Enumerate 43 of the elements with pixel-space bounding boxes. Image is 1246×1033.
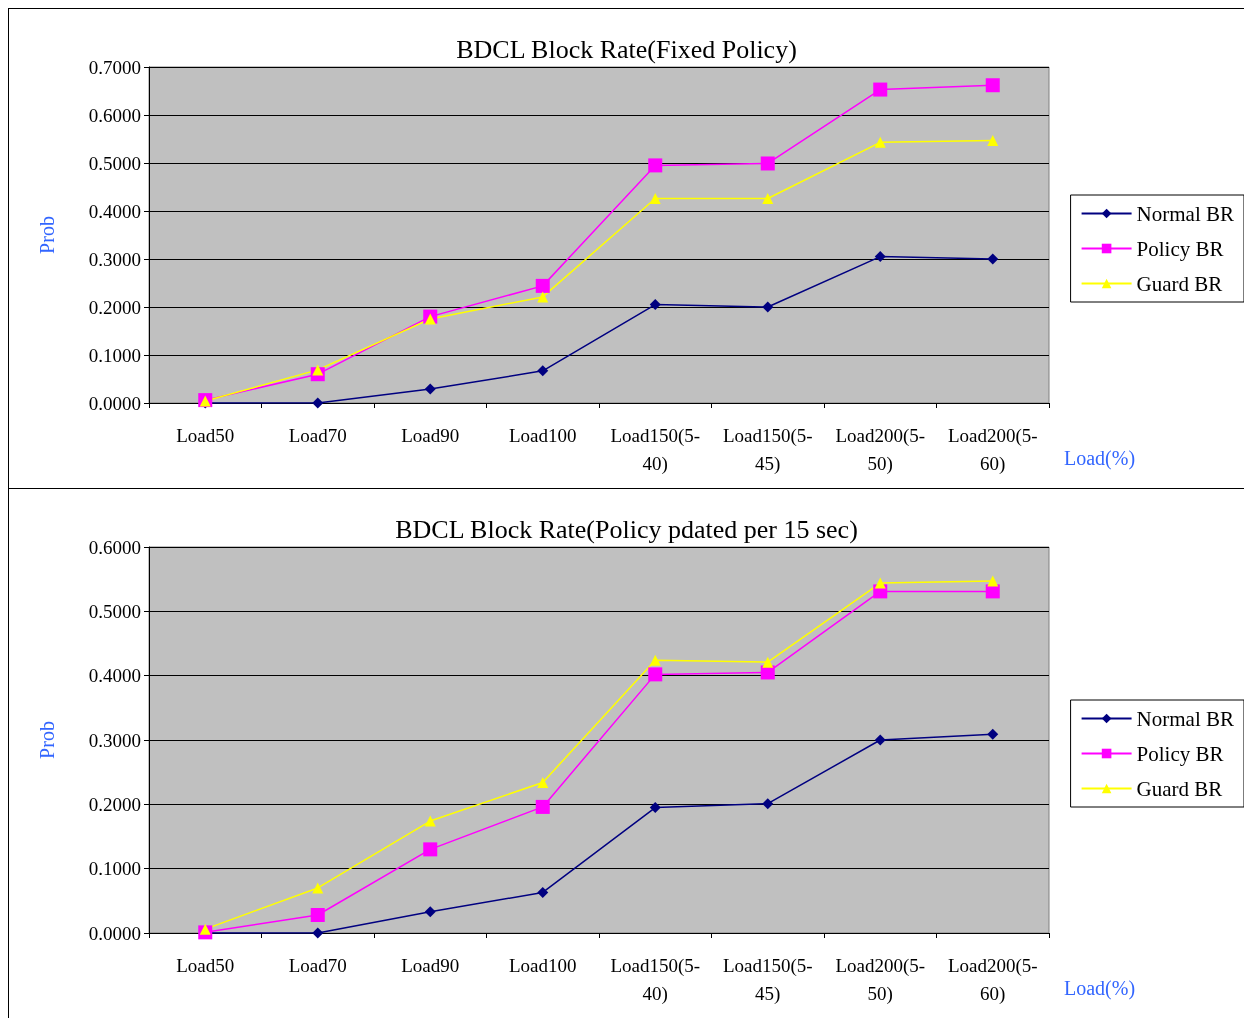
x-tick-label: Load200(5-60) — [947, 954, 1038, 1005]
x-tick-label: Load100 — [508, 954, 577, 976]
x-tick-label: Load200(5-50) — [835, 954, 926, 1005]
x-tick-label: Load70 — [288, 424, 347, 446]
x-tick-label: Load70 — [288, 954, 347, 976]
legend-label: Normal BR — [1136, 201, 1235, 226]
legend-label: Guard BR — [1136, 271, 1223, 296]
y-tick-label: 0.1000 — [88, 858, 141, 880]
y-tick-label: 0.3000 — [88, 248, 141, 270]
legend-label: Guard BR — [1136, 776, 1223, 801]
x-tick-label: Load90 — [401, 954, 460, 976]
y-tick-label: 0.4000 — [88, 200, 141, 222]
y-tick-label: 0.6000 — [88, 104, 141, 126]
x-tick-label: Load150(5-40) — [610, 424, 701, 475]
y-tick-label: 0.4000 — [88, 665, 141, 687]
y-tick-label: 0.2000 — [88, 296, 141, 318]
legend-label: Policy BR — [1136, 741, 1224, 766]
y-tick-label: 0.3000 — [88, 729, 141, 751]
y-axis-title: Prob — [36, 721, 58, 759]
x-tick-label: Load150(5-45) — [722, 424, 813, 475]
y-tick-label: 0.2000 — [88, 793, 141, 815]
x-tick-label: Load50 — [176, 424, 235, 446]
chart-title: BDCL Block Rate(Fixed Policy) — [456, 34, 797, 64]
legend-label: Policy BR — [1136, 236, 1224, 261]
y-axis-title: Prob — [36, 216, 58, 254]
x-tick-label: Load150(5-40) — [610, 954, 701, 1005]
legend-label: Normal BR — [1136, 706, 1235, 731]
y-tick-label: 0.6000 — [88, 536, 141, 558]
x-axis-title: Load(%) — [1064, 447, 1136, 470]
x-tick-label: Load200(5-50) — [835, 424, 926, 475]
y-tick-label: 0.0000 — [88, 922, 141, 944]
x-axis-title: Load(%) — [1064, 977, 1136, 1000]
x-tick-label: Load150(5-45) — [722, 954, 813, 1005]
x-tick-label: Load50 — [176, 954, 235, 976]
y-tick-label: 0.5000 — [88, 600, 141, 622]
x-tick-label: Load90 — [401, 424, 460, 446]
y-tick-label: 0.5000 — [88, 152, 141, 174]
x-tick-label: Load100 — [508, 424, 577, 446]
y-tick-label: 0.1000 — [88, 344, 141, 366]
y-tick-label: 0.0000 — [88, 392, 141, 414]
y-tick-label: 0.7000 — [88, 56, 141, 78]
chart-title: BDCL Block Rate(Policy pdated per 15 sec) — [395, 514, 858, 544]
x-tick-label: Load200(5-60) — [947, 424, 1038, 475]
